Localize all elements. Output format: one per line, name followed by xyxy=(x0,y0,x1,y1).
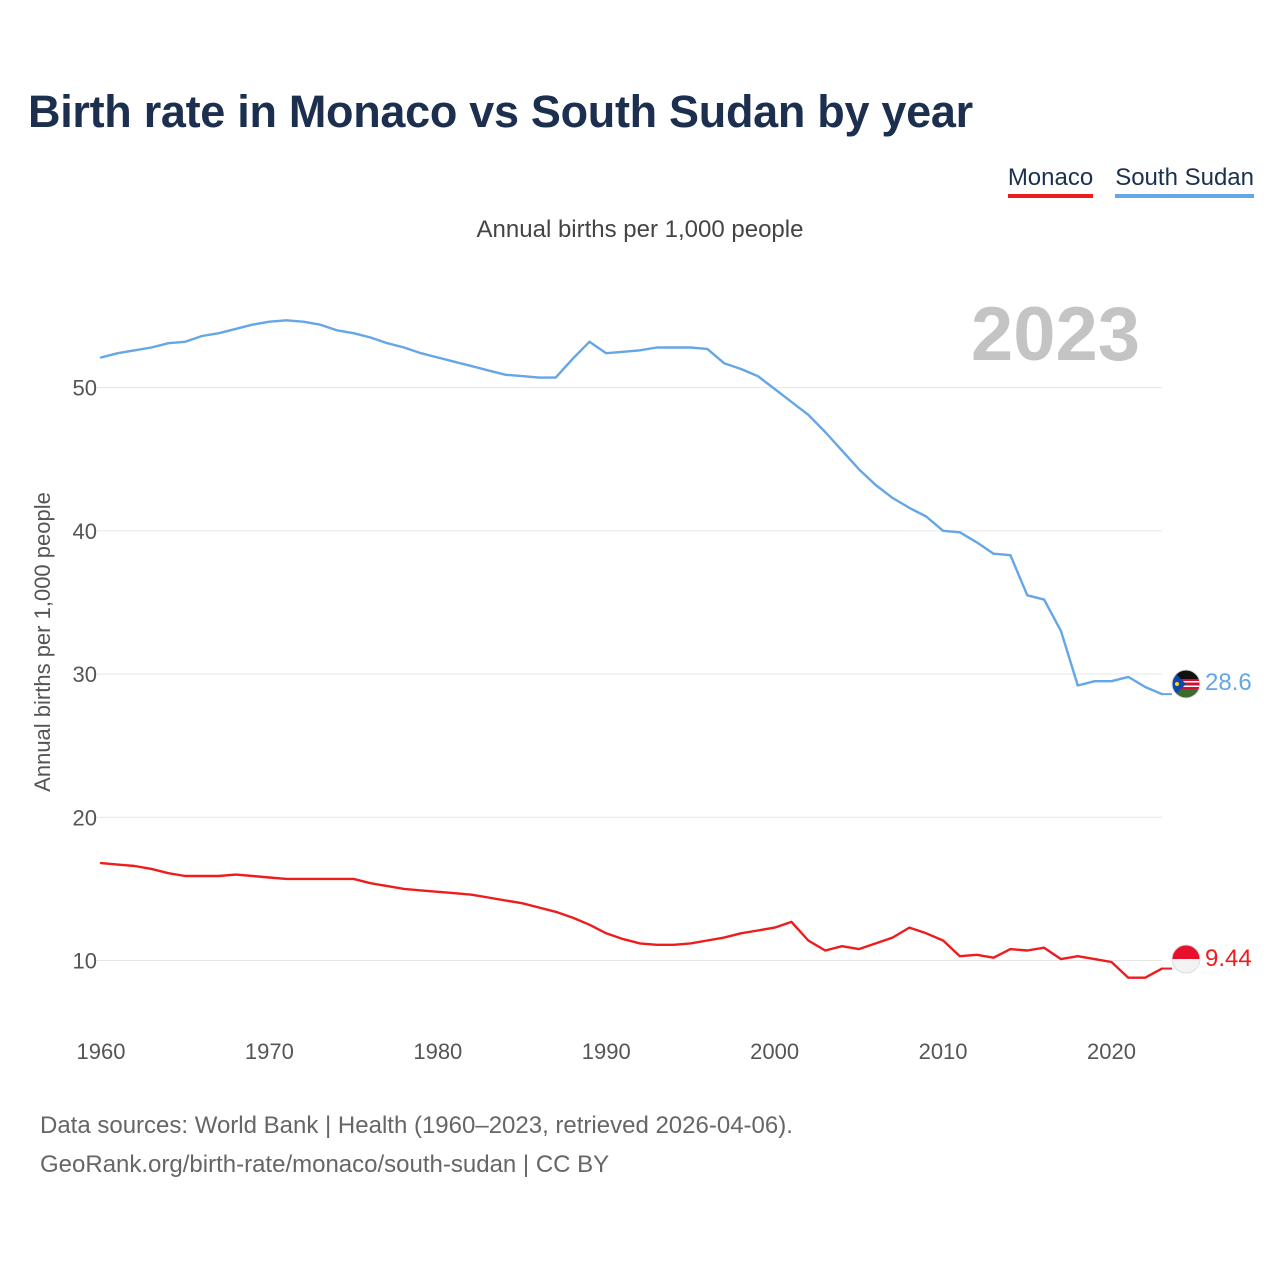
y-axis-ticks: 10 20 30 40 50 xyxy=(73,376,97,974)
x-tick-2010: 2010 xyxy=(919,1039,968,1064)
chart-title: Birth rate in Monaco vs South Sudan by y… xyxy=(28,86,973,137)
source-line-1: Data sources: World Bank | Health (1960–… xyxy=(40,1112,793,1139)
monaco-flag-icon xyxy=(1171,944,1201,974)
x-tick-1970: 1970 xyxy=(245,1039,294,1064)
y-tick-20: 20 xyxy=(73,805,97,830)
x-tick-1960: 1960 xyxy=(77,1039,126,1064)
gridlines xyxy=(95,387,1162,962)
y-tick-10: 10 xyxy=(73,949,97,974)
x-axis-ticks: 1960 1970 1980 1990 2000 2010 2020 xyxy=(77,1039,1136,1064)
legend: Monaco South Sudan xyxy=(1007,164,1254,198)
legend-item-south-sudan[interactable]: South Sudan xyxy=(1115,164,1254,198)
y-tick-40: 40 xyxy=(73,519,97,544)
current-year-label: 2023 xyxy=(971,292,1140,377)
source-note: Data sources: World Bank | Health (1960–… xyxy=(40,1106,793,1184)
south-sudan-flag-icon xyxy=(1171,669,1201,699)
x-tick-2020: 2020 xyxy=(1087,1039,1136,1064)
legend-item-monaco[interactable]: Monaco xyxy=(1007,164,1094,198)
x-tick-2000: 2000 xyxy=(750,1039,799,1064)
x-tick-1990: 1990 xyxy=(582,1039,631,1064)
y-axis-label: Annual births per 1,000 people xyxy=(30,492,55,792)
monaco-end-value: 9.44 xyxy=(1205,945,1252,972)
x-tick-1980: 1980 xyxy=(413,1039,462,1064)
series-lines xyxy=(99,319,1172,979)
south-sudan-end-value: 28.6 xyxy=(1205,669,1252,696)
chart-subtitle: Annual births per 1,000 people xyxy=(476,216,804,243)
y-tick-30: 30 xyxy=(73,662,97,687)
series-line-south-sudan[interactable] xyxy=(99,319,1164,696)
source-line-2: GeoRank.org/birth-rate/monaco/south-suda… xyxy=(40,1151,610,1178)
series-line-monaco[interactable] xyxy=(99,861,1164,979)
y-tick-50: 50 xyxy=(73,376,97,401)
